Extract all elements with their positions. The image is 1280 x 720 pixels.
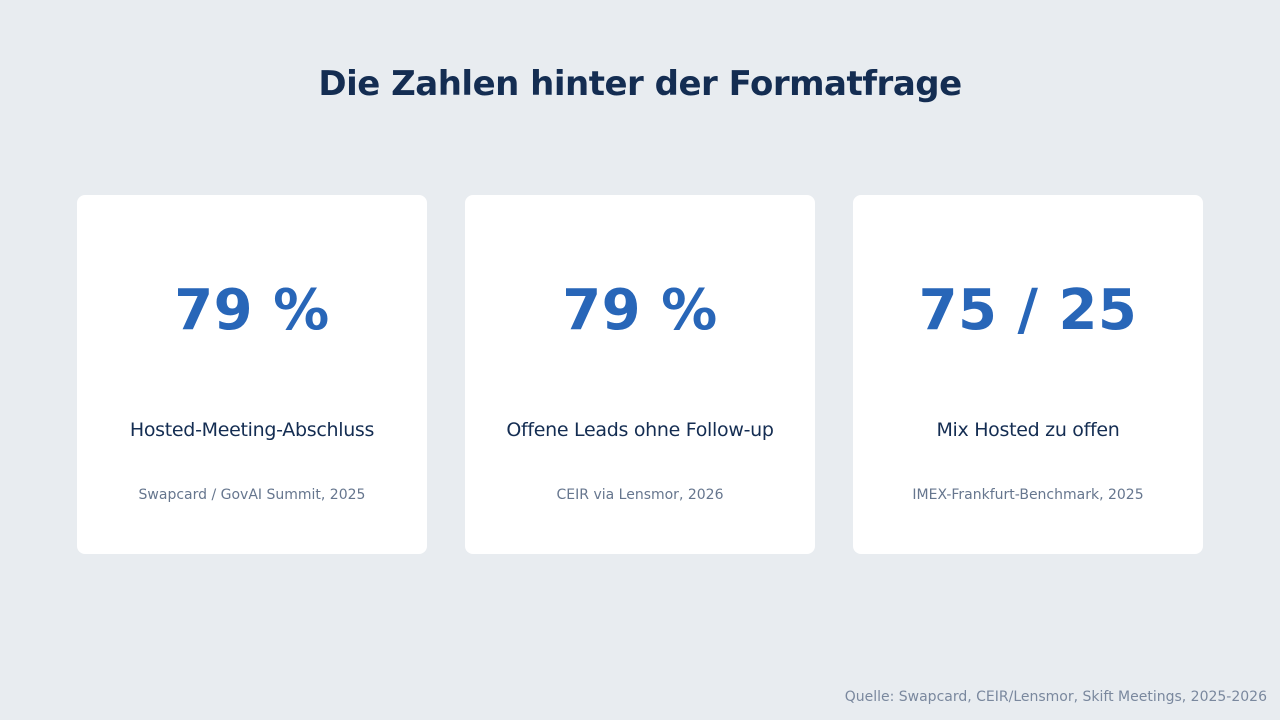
stat-value: 79 % [174, 278, 330, 343]
stat-value: 75 / 25 [918, 278, 1138, 343]
stat-label: Offene Leads ohne Follow-up [506, 419, 774, 441]
stat-label: Hosted-Meeting-Abschluss [129, 419, 375, 441]
footer-source-note: Quelle: Swapcard, CEIR/Lensmor, Skift Me… [844, 689, 1267, 705]
stat-value: 79 % [562, 278, 718, 343]
stat-card-open-leads: 79 % Offene Leads ohne Follow-up CEIR vi… [465, 195, 815, 554]
stat-card-mix-ratio: 75 / 25 Mix Hosted zu offen IMEX-Frankfu… [853, 195, 1203, 554]
stat-label: Mix Hosted zu offen [936, 419, 1120, 441]
stat-source: IMEX-Frankfurt-Benchmark, 2025 [912, 487, 1144, 503]
stat-source: CEIR via Lensmor, 2026 [556, 487, 724, 503]
stat-source: Swapcard / GovAI Summit, 2025 [138, 487, 366, 503]
stat-card-hosted-meeting: 79 % Hosted-Meeting-Abschluss Swapcard /… [77, 195, 427, 554]
page-title: Die Zahlen hinter der Formatfrage [318, 64, 962, 104]
